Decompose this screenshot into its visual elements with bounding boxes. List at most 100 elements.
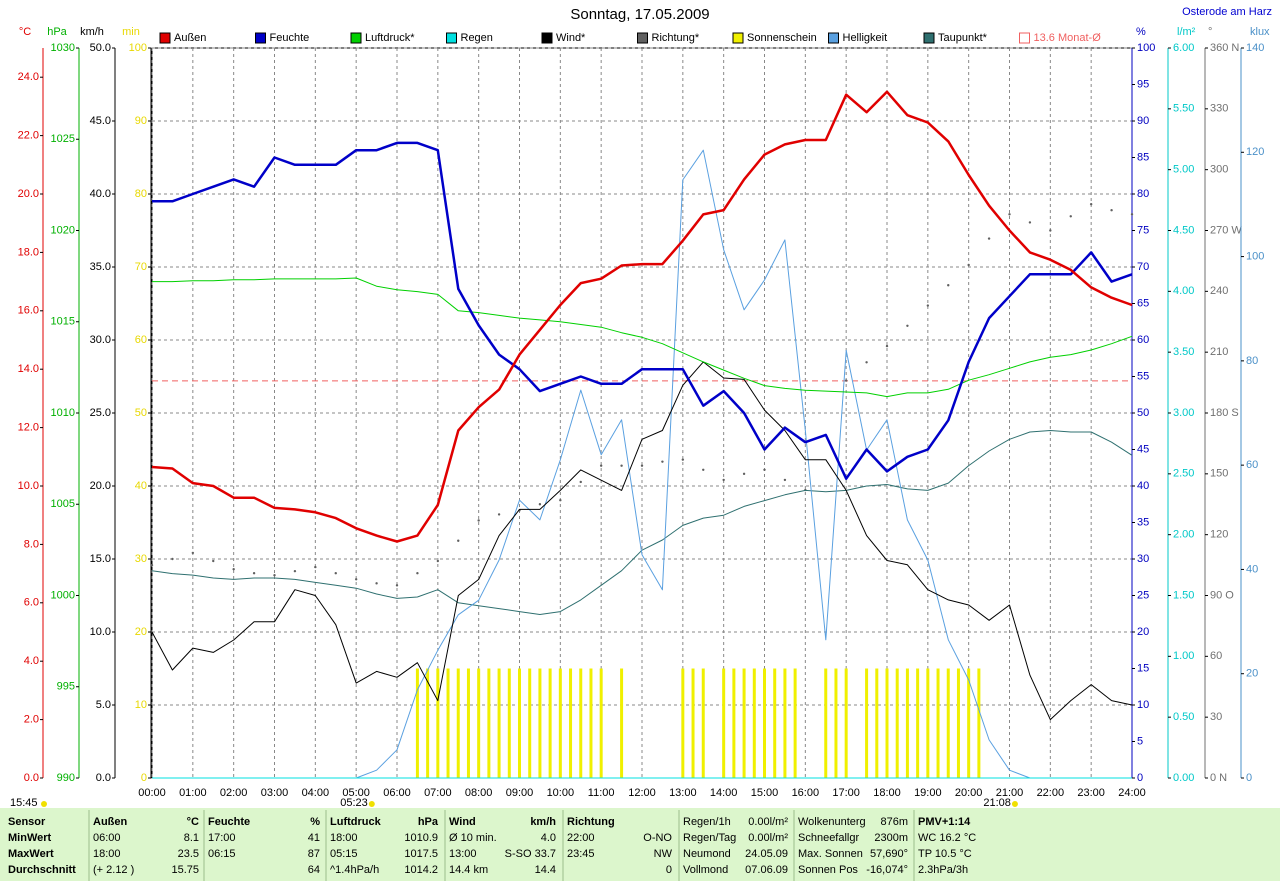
y-tick-label: 50 [135,407,147,419]
legend-label: Wind* [556,32,586,44]
y-tick-label: 80 [135,188,147,200]
y-tick-label: 1.50 [1173,589,1194,601]
series-line [152,277,1133,398]
sunshine-bar [589,668,593,778]
y-tick-label: 10 [135,699,147,711]
sunshine-bar [477,668,481,778]
y-tick-label: 0 [1246,772,1252,784]
sunshine-bar [752,668,756,778]
footer-cell: 18:00 [93,848,121,860]
direction-dot [191,551,195,555]
sunshine-bar [956,668,960,778]
axis-unit: % [1136,26,1146,38]
sunshine-bar [946,668,950,778]
x-tick-label: 05:00 [342,787,370,799]
x-tick-label: 09:00 [506,787,534,799]
legend-label: Außen [174,32,206,44]
direction-dot [987,237,991,240]
x-tick-label: 06:00 [383,787,411,799]
y-tick-label: 0 [141,772,147,784]
y-tick-label: 8.0 [24,538,39,550]
direction-dot [477,519,480,522]
sunshine-bar [426,668,430,778]
footer-cell: Regen/Tag [683,832,736,844]
footer-cell: 18:00 [330,832,358,844]
footer-cell: 15.75 [171,864,199,876]
y-tick-label: 0 [1137,772,1143,784]
footer-cell: 1014.2 [404,864,438,876]
axis-unit: hPa [47,26,67,38]
direction-dot [722,478,725,482]
series-line [151,361,1133,721]
y-tick-label: 1025 [51,133,75,145]
y-tick-label: 22.0 [18,130,39,142]
sunshine-bar [936,668,940,778]
direction-dot [1069,215,1072,218]
direction-dot [1110,209,1113,212]
x-tick-label: 22:00 [1037,787,1065,799]
footer-cell: MaxWert [8,848,54,860]
footer-cell: 87 [308,848,320,860]
y-tick-label: 4.0 [24,655,39,667]
y-tick-label: 4.00 [1173,285,1194,297]
direction-dot [681,458,685,461]
y-tick-label: 3.00 [1173,407,1194,419]
footer-cell: 0 [666,864,672,876]
y-tick-label: 1030 [51,42,75,54]
footer-cell: 05:15 [330,848,358,860]
x-tick-label: 18:00 [873,787,901,799]
y-tick-label: 1015 [51,316,75,328]
series-line [152,141,1133,480]
x-tick-label: 13:00 [669,787,697,799]
y-tick-label: 5.00 [1173,164,1194,176]
y-tick-label: 30 [1210,711,1222,723]
y-tick-label: 50.0 [90,42,111,54]
footer-cell: MinWert [8,832,52,844]
footer-cell: Neumond [683,848,731,860]
direction-dot [232,567,235,571]
footer-cell: Vollmond [683,864,728,876]
y-tick-label: 100 [1137,42,1155,54]
sunshine-bar [977,668,981,778]
footer-cell: Max. Sonnen [798,848,863,860]
legend-swatch [1019,32,1030,44]
direction-dot [844,379,848,382]
sunshine-bar [763,668,766,778]
y-tick-label: 40.0 [90,188,111,200]
x-tick-label: 20:00 [955,787,983,799]
y-tick-label: 45 [1137,443,1149,455]
y-tick-label: 0 N [1210,772,1227,784]
legend-label: Taupunkt* [938,32,988,44]
y-tick-label: 2.50 [1173,468,1194,480]
y-tick-label: 100 [1246,250,1264,262]
footer-cell: TP 10.5 °C [918,848,972,860]
x-tick-label: 00:00 [138,787,166,799]
footer-cell: 17:00 [208,832,236,844]
direction-dot [171,557,174,561]
sunshine-bar [926,668,930,778]
y-tick-label: 140 [1246,42,1264,54]
footer-cell: 41 [308,832,320,844]
sunshine-bar [722,668,726,778]
footer-cell: ^1.4hPa/h [330,864,379,876]
y-tick-label: 85 [1137,151,1149,163]
x-tick-label: 08:00 [465,787,493,799]
y-tick-label: 240 [1210,285,1228,297]
footer-title: Feuchte [208,816,250,828]
footer-cell: (+ 2.12 ) [93,864,134,876]
y-tick-label: 18.0 [18,246,39,258]
y-tick-label: 25 [1137,589,1149,601]
sunshine-bar [507,668,511,778]
legend-label: Helligkeit [843,32,888,44]
sunshine-bar [487,668,491,778]
direction-dot [865,361,868,364]
footer-cell: 0.00l/m² [748,816,788,828]
footer-cell: 07.06.09 [745,864,788,876]
direction-dot [252,571,256,575]
y-tick-label: 1010 [51,407,75,419]
y-tick-label: 0.00 [1173,772,1194,784]
y-tick-label: 150 [1210,468,1228,480]
y-tick-label: 70 [135,261,147,273]
legend-label: Regen [461,32,493,44]
